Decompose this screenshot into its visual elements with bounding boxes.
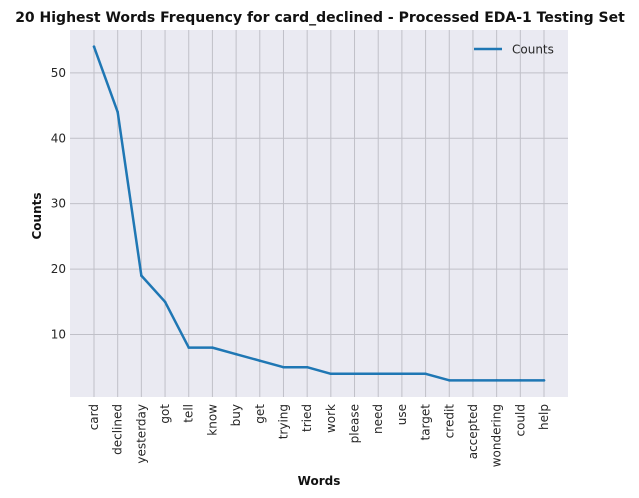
data-point bbox=[329, 372, 333, 376]
data-point bbox=[448, 379, 451, 382]
x-tick-label: tried bbox=[300, 404, 314, 432]
legend-label-counts: Counts bbox=[512, 43, 554, 57]
x-axis-ticks: card declined yesterday got tell know buy get tr… bbox=[87, 404, 551, 468]
data-point bbox=[424, 372, 427, 376]
data-point bbox=[234, 352, 238, 356]
data-point bbox=[542, 379, 546, 382]
y-axis-title: Counts bbox=[30, 192, 44, 239]
x-tick-label: tell bbox=[182, 404, 196, 423]
data-point bbox=[305, 365, 309, 369]
data-point bbox=[187, 346, 190, 349]
data-point bbox=[353, 372, 356, 376]
x-tick-label: declined bbox=[111, 404, 125, 455]
x-tick-label: credit bbox=[442, 404, 456, 439]
data-point bbox=[400, 372, 404, 376]
y-tick-label: 40 bbox=[51, 131, 66, 145]
data-point bbox=[92, 45, 96, 48]
x-tick-label: could bbox=[513, 404, 527, 437]
data-point bbox=[258, 359, 262, 362]
x-tick-label: yesterday bbox=[134, 404, 148, 464]
x-tick-label: work bbox=[324, 404, 338, 433]
x-axis-title: Words bbox=[298, 474, 341, 488]
y-tick-label: 50 bbox=[51, 66, 66, 80]
grid-lines bbox=[70, 30, 568, 397]
data-point bbox=[495, 379, 498, 382]
series-layer bbox=[92, 45, 546, 382]
y-tick-label: 20 bbox=[51, 262, 66, 276]
data-point bbox=[282, 365, 285, 369]
x-tick-label: accepted bbox=[466, 404, 480, 459]
x-tick-label: use bbox=[395, 404, 409, 425]
series-line-counts bbox=[92, 45, 546, 382]
x-tick-label: trying bbox=[276, 404, 290, 439]
data-point bbox=[116, 110, 119, 114]
x-tick-label: target bbox=[419, 404, 433, 441]
y-tick-label: 30 bbox=[51, 197, 66, 211]
x-tick-label: know bbox=[205, 404, 219, 436]
y-tick-label: 10 bbox=[51, 328, 66, 342]
data-point bbox=[376, 372, 380, 376]
x-tick-label: need bbox=[371, 404, 385, 434]
x-tick-label: get bbox=[253, 404, 267, 424]
x-tick-label: wondering bbox=[490, 404, 504, 467]
plot-area bbox=[70, 30, 568, 397]
data-point bbox=[140, 274, 143, 277]
data-point bbox=[163, 300, 167, 304]
data-point bbox=[519, 379, 522, 382]
data-point bbox=[211, 346, 214, 349]
legend: Counts bbox=[474, 43, 554, 57]
x-tick-label: please bbox=[348, 404, 362, 443]
x-tick-label: help bbox=[537, 404, 551, 430]
data-point bbox=[471, 379, 475, 382]
x-tick-label: card bbox=[87, 404, 101, 430]
y-axis-ticks: 10 20 30 40 50 bbox=[51, 66, 66, 342]
x-tick-label: got bbox=[158, 404, 172, 424]
chart-title: 20 Highest Words Frequency for card_decl… bbox=[15, 10, 625, 26]
x-tick-label: buy bbox=[229, 404, 243, 426]
